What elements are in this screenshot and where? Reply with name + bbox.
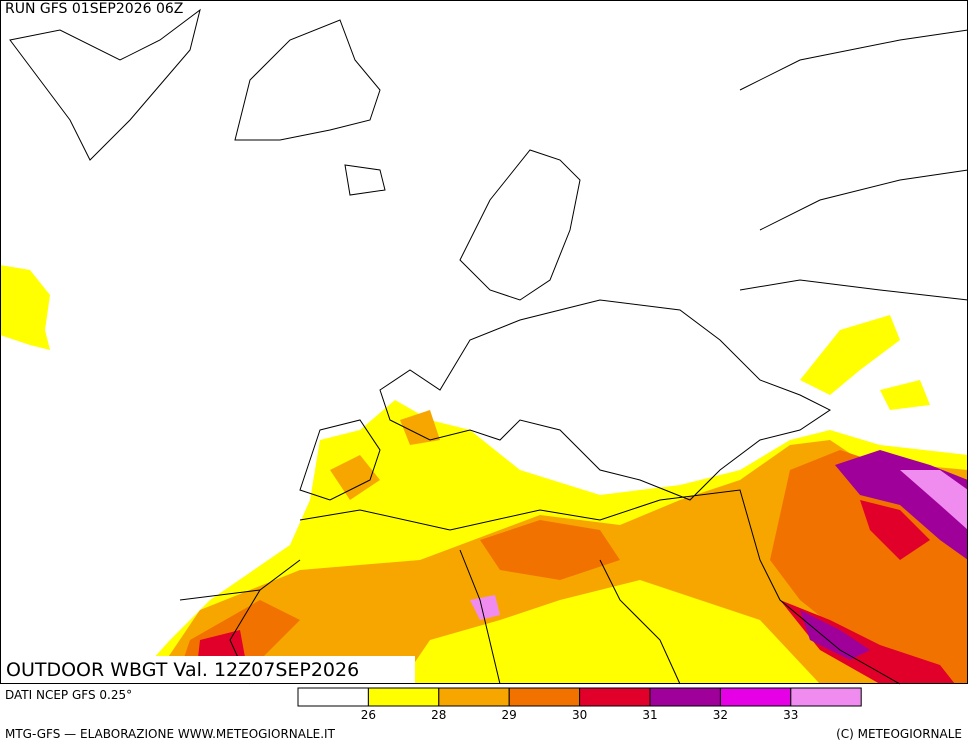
heat-pink [470,470,968,620]
legend-swatch [790,687,862,707]
heat-red [195,500,955,684]
legend-tick-label: 29 [502,708,517,722]
map: RUN GFS 01SEP2026 06Z OUTDOOR WBGT Val. … [0,0,968,685]
legend-tick-label: 33 [783,708,798,722]
legend-swatch [367,687,440,707]
legend-tick-label: 26 [361,708,376,722]
run-label: RUN GFS 01SEP2026 06Z [5,1,183,17]
map-title: OUTDOOR WBGT Val. 12Z07SEP2026 [6,659,359,681]
legend-swatch [438,687,510,707]
legend-swatch [649,687,721,707]
source-label: DATI NCEP GFS 0.25° [5,688,132,702]
legend-swatch [579,687,651,707]
borders [229,29,968,685]
coastline [9,8,901,685]
footer-left: MTG-GFS — ELABORAZIONE WWW.METEOGIORNALE… [5,727,336,741]
legend-swatch [508,687,581,707]
footer-right: (C) METEOGIORNALE [836,727,962,741]
legend-tick-label: 31 [642,708,657,722]
heat-purple [800,450,968,660]
legend-swatch [719,687,792,707]
legend-tick-label: 32 [713,708,728,722]
legend-swatch [297,687,369,707]
legend-tick-label: 28 [431,708,446,722]
legend: DATI NCEP GFS 0.25° 26 28 29 30 31 32 33 [5,687,862,722]
title-box [1,656,415,683]
heat-dark-orange [175,450,968,684]
legend-tick-label: 30 [572,708,587,722]
